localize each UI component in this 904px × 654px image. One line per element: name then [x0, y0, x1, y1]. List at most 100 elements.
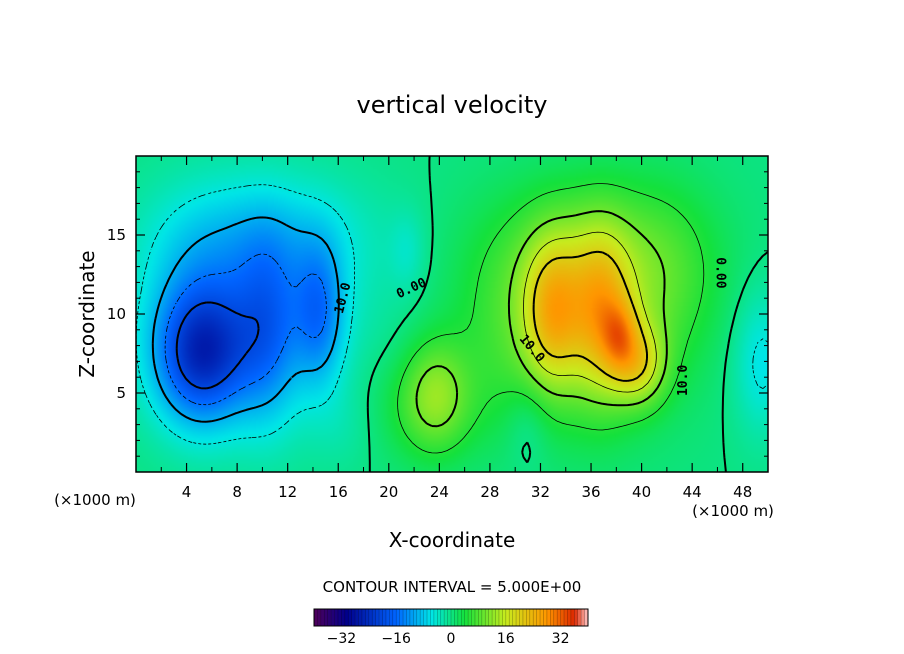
colorbar-swatch	[440, 609, 445, 626]
colorbar-swatch	[457, 609, 462, 626]
y-tick-label: 5	[116, 384, 126, 402]
colorbar-swatch	[536, 609, 541, 626]
colorbar-swatch	[567, 609, 572, 626]
colorbar-swatch	[505, 609, 510, 626]
colorbar-swatch	[365, 609, 370, 626]
x-tick-label: 48	[733, 483, 752, 501]
contour-level-line	[175, 301, 260, 390]
colorbar-swatch	[348, 609, 352, 626]
colorbar-swatch	[550, 609, 555, 626]
colorbar-swatch	[368, 609, 373, 626]
colorbar-tick-label: −16	[381, 631, 411, 647]
x-unit-right: (×1000 m)	[692, 502, 774, 520]
colorbar-swatch	[529, 609, 534, 626]
colorbar-swatch	[423, 609, 428, 626]
colorbar-swatch	[519, 609, 524, 626]
colorbar-swatch	[324, 609, 328, 626]
colorbar-swatch	[461, 609, 465, 626]
contour-interval-text: CONTOUR INTERVAL = 5.000E+00	[323, 578, 582, 596]
colorbar-swatch	[498, 609, 503, 626]
colorbar-swatch	[468, 609, 472, 626]
y-axis-ticks: 5 10 15	[107, 171, 768, 457]
colorbar-swatch	[533, 609, 537, 626]
x-tick-label: 12	[278, 483, 297, 501]
colorbar-swatch	[403, 609, 407, 626]
x-tick-label: 36	[581, 483, 600, 501]
contour-level-line	[164, 253, 327, 406]
colorbar-swatch	[577, 609, 582, 626]
x-tick-label: 16	[329, 483, 348, 501]
colorbar-swatch	[351, 609, 356, 626]
colorbar-swatch	[437, 609, 442, 626]
x-tick-label: 32	[531, 483, 550, 501]
colorbar-swatch	[433, 609, 438, 626]
contour-level-line	[532, 250, 648, 382]
colorbar-swatch	[543, 609, 548, 626]
colorbar-swatch	[454, 609, 459, 626]
x-tick-label: 8	[232, 483, 242, 501]
x-tick-label: 44	[683, 483, 702, 501]
colorbar-swatch	[564, 609, 568, 626]
colorbar-swatch	[416, 609, 421, 626]
colorbar-swatch	[540, 609, 544, 626]
colorbar-swatch	[413, 609, 418, 626]
colorbar-swatch	[512, 609, 517, 626]
colorbar-swatch	[574, 609, 579, 626]
colorbar	[313, 608, 589, 627]
x-tick-label: 40	[632, 483, 651, 501]
colorbar-swatch	[355, 609, 359, 626]
colorbar-swatch	[337, 609, 342, 626]
colorbar-swatch	[464, 609, 469, 626]
velocity-field-heatmap	[136, 156, 768, 472]
x-tick-label: 20	[379, 483, 398, 501]
y-tick-label: 10	[107, 305, 126, 323]
contour-level-line	[397, 183, 705, 454]
contour-level-line	[366, 156, 768, 472]
colorbar-swatch	[430, 609, 435, 626]
colorbar-swatch	[485, 609, 489, 626]
colorbar-swatch	[516, 609, 520, 626]
colorbar-swatch	[581, 609, 585, 626]
colorbar-swatch	[392, 609, 397, 626]
colorbar-swatch	[451, 609, 455, 626]
colorbar-swatch	[546, 609, 551, 626]
colorbar-tick-label: 0	[447, 631, 456, 647]
colorbar-swatch	[526, 609, 531, 626]
colorbar-swatch	[382, 609, 387, 626]
x-axis-ticks: 4 8 12 16 20 24 28 32 36 40 44 48	[160, 156, 752, 501]
colorbar-frame	[313, 608, 589, 627]
colorbar-swatch	[488, 609, 493, 626]
colorbar-swatch	[420, 609, 424, 626]
colorbar-swatch	[584, 609, 589, 626]
colorbar-swatch	[570, 609, 575, 626]
contour-level-line	[523, 231, 657, 393]
colorbar-swatch	[379, 609, 383, 626]
colorbar-swatch	[553, 609, 558, 626]
colorbar-swatch	[358, 609, 363, 626]
colorbar-swatch	[427, 609, 431, 626]
colorbar-swatch	[471, 609, 476, 626]
colorbar-swatch	[522, 609, 527, 626]
colorbar-swatch	[447, 609, 452, 626]
x-unit-left: (×1000 m)	[54, 491, 136, 509]
x-tick-label: 24	[430, 483, 449, 501]
colorbar-tick-label: −32	[327, 631, 357, 647]
contour-label: 10.0	[676, 365, 691, 396]
colorbar-swatch	[327, 609, 332, 626]
colorbar-swatch	[375, 609, 380, 626]
colorbar-swatch	[492, 609, 496, 626]
colorbar-swatch	[481, 609, 486, 626]
colorbar-swatch	[385, 609, 390, 626]
colorbar-swatch	[334, 609, 339, 626]
colorbar-tick-labels: −32 −16 0 16 32	[327, 631, 570, 647]
colorbar-swatch	[495, 609, 500, 626]
contour-level-line	[151, 216, 340, 423]
contour-level-line	[136, 184, 768, 445]
colorbar-swatch	[341, 609, 346, 626]
x-tick-label: 28	[480, 483, 499, 501]
colorbar-swatch	[331, 609, 335, 626]
colorbar-swatch	[474, 609, 479, 626]
colorbar-tick-label: 32	[552, 631, 570, 647]
colorbar-swatch	[396, 609, 400, 626]
